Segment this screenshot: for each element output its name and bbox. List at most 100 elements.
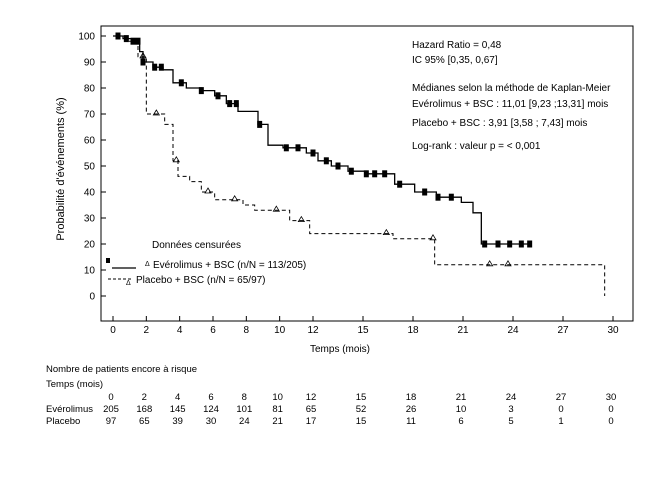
censor-mark-everolimus <box>348 167 354 175</box>
censor-mark-everolimus <box>335 162 341 170</box>
y-axis-label: Probabilité d'événements (%) <box>55 97 67 240</box>
censor-mark-everolimus <box>422 188 428 196</box>
risk-value-placebo: 65 <box>139 416 150 427</box>
x-tick-label: 24 <box>507 325 519 336</box>
censor-mark-everolimus <box>152 63 158 71</box>
risk-value-placebo: 21 <box>272 416 283 427</box>
risk-value-everolimus: 10 <box>455 404 467 415</box>
risk-value-everolimus: 0 <box>608 404 614 415</box>
x-tick-label: 0 <box>110 325 116 336</box>
risk-value-placebo: 97 <box>105 416 117 427</box>
risk-value-everolimus: 124 <box>203 404 219 415</box>
x-tick-label: 15 <box>357 325 369 336</box>
legend-entry-everolimus: Evérolimus + BSC (n/N = 113/205) <box>153 260 306 271</box>
censor-mark-everolimus <box>283 144 289 152</box>
risk-time-value: 8 <box>241 392 247 403</box>
y-tick-label: 0 <box>89 292 95 303</box>
legend-triangle-placebo: Δ <box>126 280 131 287</box>
x-axis-label: Temps (mois) <box>310 344 370 355</box>
stats-annotation-line: Log-rank : valeur p = < 0,001 <box>412 141 541 152</box>
censor-mark-everolimus <box>295 144 301 152</box>
censor-mark-everolimus <box>158 63 164 71</box>
censor-mark-everolimus <box>372 170 378 178</box>
risk-row-label-placebo: Placebo <box>46 416 81 427</box>
risk-value-everolimus: 145 <box>169 404 186 415</box>
y-tick-label: 50 <box>84 162 96 173</box>
risk-time-value: 24 <box>505 392 517 403</box>
x-tick-label: 6 <box>210 325 216 336</box>
stats-annotations: Hazard Ratio = 0,48 IC 95% [0,35, 0,67] Mé… <box>412 40 611 152</box>
series-line-everolimus <box>113 35 530 245</box>
risk-value-everolimus: 65 <box>305 404 317 415</box>
y-tick-label: 20 <box>84 240 96 251</box>
censor-mark-everolimus <box>507 240 513 248</box>
x-tick-label: 2 <box>144 325 150 336</box>
x-tick-label: 18 <box>407 325 419 336</box>
censor-mark-everolimus <box>215 92 221 100</box>
risk-time-value: 30 <box>605 392 617 403</box>
censor-mark-everolimus <box>198 87 204 95</box>
censor-mark-everolimus <box>123 35 129 43</box>
censor-mark-everolimus <box>397 180 403 188</box>
risk-value-placebo: 17 <box>305 416 317 427</box>
risk-value-placebo: 6 <box>458 416 464 427</box>
censor-mark-placebo <box>429 234 437 241</box>
risk-time-value: 2 <box>141 392 147 403</box>
risk-time-value: 18 <box>405 392 417 403</box>
risk-value-everolimus: 26 <box>405 404 417 415</box>
y-axis: 0 10 20 30 40 50 60 70 80 90 100 <box>78 32 106 303</box>
x-tick-label: 10 <box>274 325 286 336</box>
censor-mark-everolimus <box>482 240 488 248</box>
risk-value-placebo: 30 <box>205 416 217 427</box>
censor-mark-everolimus <box>448 193 454 201</box>
risk-value-placebo: 0 <box>608 416 614 427</box>
censor-mark-everolimus <box>518 240 524 248</box>
risk-time-value: 4 <box>175 392 181 403</box>
censor-mark-everolimus <box>257 120 263 128</box>
risk-value-placebo: 15 <box>355 416 367 427</box>
censor-mark-everolimus <box>495 240 501 248</box>
censor-mark-placebo <box>139 52 147 59</box>
censor-mark-everolimus <box>178 79 184 87</box>
risk-time-value: 6 <box>208 392 214 403</box>
censor-mark-placebo <box>204 187 212 194</box>
censor-mark-placebo <box>382 228 391 235</box>
y-tick-label: 10 <box>84 266 96 277</box>
risk-value-placebo: 11 <box>406 416 416 427</box>
x-tick-label: 12 <box>307 325 319 336</box>
risk-time-value: 10 <box>272 392 283 403</box>
risk-value-everolimus: 52 <box>355 404 367 415</box>
survival-curves <box>113 35 606 296</box>
censor-mark-placebo <box>272 205 281 212</box>
stats-annotation-line: Hazard Ratio = 0,48 <box>412 40 502 51</box>
risk-value-placebo: 1 <box>558 416 564 427</box>
stats-annotation-line: Médianes selon la méthode de Kaplan-Meie… <box>412 83 611 94</box>
censor-mark-everolimus <box>135 37 141 45</box>
y-tick-label: 40 <box>84 188 96 199</box>
censor-mark-everolimus <box>130 37 136 45</box>
censor-mark-placebo <box>172 156 181 163</box>
y-tick-label: 30 <box>84 214 96 225</box>
y-tick-label: 80 <box>84 84 96 95</box>
x-tick-label: 27 <box>557 325 569 336</box>
stats-annotation-line: IC 95% [0,35, 0,67] <box>412 55 498 66</box>
risk-value-everolimus: 0 <box>558 404 564 415</box>
risk-time-value: 21 <box>455 392 467 403</box>
x-tick-label: 4 <box>177 325 183 336</box>
legend-title: Données censurées <box>152 240 241 251</box>
risk-value-everolimus: 168 <box>136 404 153 415</box>
y-tick-label: 90 <box>84 58 96 69</box>
censor-mark-placebo <box>504 260 512 267</box>
series-line-placebo <box>113 35 606 296</box>
x-tick-label: 21 <box>457 325 469 336</box>
risk-value-everolimus: 81 <box>272 404 283 415</box>
risk-time-value: 0 <box>108 392 114 403</box>
censor-mark-placebo <box>485 260 494 267</box>
legend-marker-everolimus <box>106 258 110 263</box>
censor-mark-everolimus <box>363 170 369 178</box>
risk-time-value: 15 <box>355 392 367 403</box>
censor-mark-everolimus <box>140 58 146 66</box>
risk-time-label: Temps (mois) <box>46 379 104 390</box>
plot-frame <box>100 25 634 322</box>
